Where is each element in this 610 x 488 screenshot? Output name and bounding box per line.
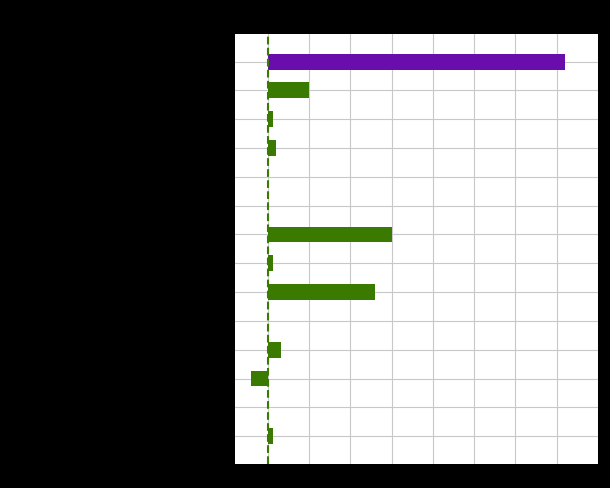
- Bar: [268, 284, 375, 300]
- Bar: [268, 82, 309, 99]
- Bar: [268, 342, 281, 358]
- Bar: [268, 140, 276, 156]
- Bar: [268, 111, 273, 127]
- Bar: [268, 428, 273, 444]
- Bar: [268, 226, 392, 243]
- Bar: [268, 54, 565, 69]
- Bar: [251, 370, 268, 386]
- Bar: [268, 255, 273, 271]
